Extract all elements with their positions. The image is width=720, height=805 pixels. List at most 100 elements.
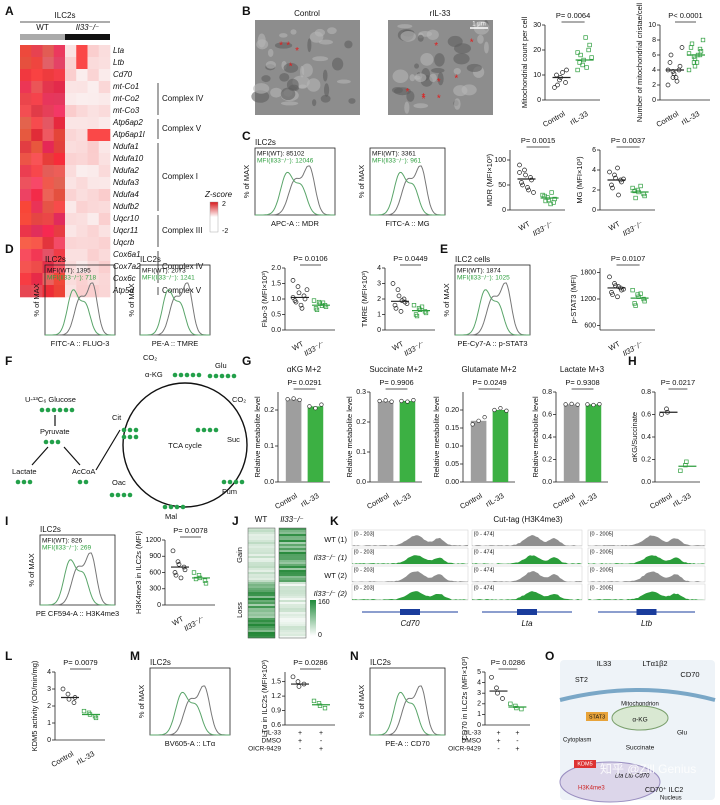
heatmap-cell xyxy=(53,45,66,58)
heatmap-cell xyxy=(31,105,43,118)
y-tick-label: 0 xyxy=(537,97,541,104)
point xyxy=(597,402,602,407)
point xyxy=(178,575,184,581)
condition-label: rIL-33 xyxy=(264,730,281,737)
carbon-dot xyxy=(221,479,227,485)
y-tick-label: 0.2 xyxy=(542,456,552,463)
em-texture xyxy=(348,98,356,104)
heatmap-cell xyxy=(53,93,66,106)
axis-title: Mitochondrial count per cell xyxy=(520,17,529,109)
heatmap-cell xyxy=(76,165,88,178)
heatmap-cell xyxy=(76,201,88,214)
heatmap-row xyxy=(279,540,306,543)
axis-title: αKG/Succinate xyxy=(630,412,639,462)
point xyxy=(176,562,182,567)
heatmap-row xyxy=(248,560,275,563)
point xyxy=(383,398,388,403)
flow-title: ILC2s xyxy=(140,255,161,264)
p-value: P= 0.0286 xyxy=(293,658,327,667)
track-range: [0 - 474] xyxy=(474,585,495,591)
carbon-dot xyxy=(127,492,133,498)
point xyxy=(411,398,416,403)
model-label: Cytoplasm xyxy=(563,738,591,744)
axis-title: Relative metabolite level xyxy=(531,396,540,478)
heatmap-cell xyxy=(20,273,32,286)
point xyxy=(549,190,554,195)
em-texture xyxy=(299,65,305,78)
carbon-dot xyxy=(51,407,57,413)
track-range: [0 - 2005] xyxy=(590,585,614,591)
heatmap-row xyxy=(279,542,306,545)
carbon-dot xyxy=(239,479,245,485)
heatmap-row xyxy=(248,628,275,631)
track-label: WT (1) xyxy=(324,535,347,544)
bar xyxy=(585,404,602,482)
heatmap-cell xyxy=(98,45,111,58)
carbon-dot xyxy=(127,434,133,440)
point xyxy=(589,55,594,60)
p-value: P= 0.0449 xyxy=(393,254,427,263)
heatmap-cell xyxy=(20,201,32,214)
heatmap-row xyxy=(279,588,306,591)
point xyxy=(514,705,519,711)
axis-title: % of MAX xyxy=(32,283,41,316)
point xyxy=(311,698,317,704)
gene-label: Atp6ap1l xyxy=(112,130,145,139)
heatmap-cell xyxy=(98,189,111,202)
gene-label: Atp6ap2 xyxy=(112,118,143,127)
arrow xyxy=(63,446,81,466)
heatmap-cell xyxy=(20,261,32,274)
heatmap-cell xyxy=(87,105,100,118)
mfi-label: MFI(WT): 85102 xyxy=(257,151,305,158)
gene-label: Cox6c xyxy=(113,274,136,283)
carbon-dot xyxy=(49,439,55,445)
heatmap-cell xyxy=(65,177,77,190)
heatmap-row xyxy=(248,620,275,623)
heatmap-cell xyxy=(65,105,77,118)
point xyxy=(93,715,99,721)
histogram-curve xyxy=(455,282,530,336)
kdm5-box xyxy=(574,760,596,768)
heatmap-cell xyxy=(98,177,111,190)
em-texture xyxy=(283,63,299,73)
heatmap-cell xyxy=(98,117,111,130)
point xyxy=(612,281,617,286)
point xyxy=(578,52,583,58)
asterisk: * xyxy=(421,92,425,103)
em-texture xyxy=(312,56,329,62)
heatmap-row xyxy=(248,572,275,575)
heatmap-row xyxy=(279,534,306,537)
point xyxy=(692,64,698,69)
heatmap-cell xyxy=(42,93,55,106)
point xyxy=(616,284,621,289)
heatmap-cell xyxy=(53,153,66,166)
axis-title: MDR (MFI×10³) xyxy=(485,153,494,206)
axis-title: MG (MFI×10³) xyxy=(575,156,584,204)
flow-title: ILC2s xyxy=(370,658,391,667)
heatmap-frame xyxy=(247,527,276,639)
carbon-dot xyxy=(178,372,184,378)
heatmap-row xyxy=(248,632,275,635)
y-tick-label: 1 xyxy=(47,720,51,727)
gene-label: Lta xyxy=(521,619,533,628)
point xyxy=(610,185,615,191)
y-tick-label: 0.0 xyxy=(356,479,366,486)
heatmap-cell xyxy=(65,117,77,130)
p-value: P= 0.0079 xyxy=(63,658,97,667)
point xyxy=(700,37,706,43)
carbon-dot xyxy=(174,504,180,510)
y-tick-label: 4 xyxy=(377,265,381,272)
em-texture xyxy=(437,72,444,86)
em-texture xyxy=(312,99,317,107)
model-label: IL33 xyxy=(597,659,612,668)
em-texture xyxy=(429,73,437,83)
axis-title: PE CF594-A :: H3K4me3 xyxy=(36,609,119,618)
heatmap-cell xyxy=(98,93,111,106)
heatmap-cell xyxy=(53,249,66,262)
heatmap-cell xyxy=(53,285,66,298)
heatmap-cell xyxy=(53,177,66,190)
heatmap-title: ILC2s xyxy=(55,11,76,20)
carbon-dot xyxy=(225,373,231,379)
em-texture xyxy=(306,78,321,92)
heatmap-row xyxy=(279,586,306,589)
